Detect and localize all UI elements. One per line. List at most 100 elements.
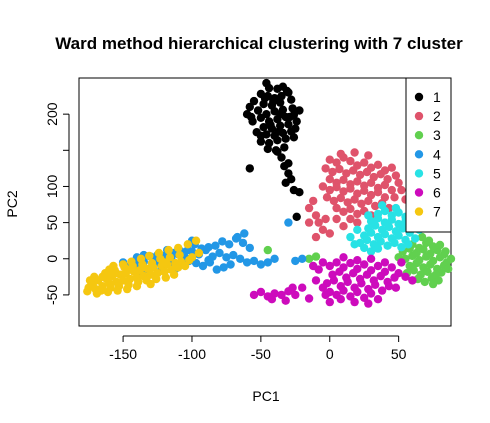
data-point-cluster-6 — [318, 258, 328, 267]
y-axis: -50 0 50 100 200 — [44, 102, 70, 305]
data-point-cluster-2 — [366, 178, 376, 187]
data-point-cluster-2 — [318, 225, 328, 234]
data-point-cluster-5 — [350, 240, 359, 249]
data-point-cluster-4 — [233, 232, 242, 242]
legend-label-5: 5 — [433, 165, 441, 181]
data-point-cluster-7 — [132, 282, 142, 291]
data-point-cluster-1 — [281, 134, 290, 143]
data-point-cluster-1 — [295, 188, 304, 197]
data-point-cluster-6 — [311, 276, 321, 285]
data-point-cluster-2 — [339, 222, 348, 231]
data-point-cluster-5 — [391, 203, 401, 213]
data-point-cluster-2 — [304, 203, 314, 213]
data-point-cluster-1 — [284, 120, 293, 129]
data-point-cluster-2 — [342, 169, 351, 178]
data-point-cluster-6 — [304, 294, 314, 303]
data-point-cluster-1 — [289, 133, 299, 142]
data-point-cluster-6 — [397, 258, 406, 267]
data-point-cluster-1 — [274, 127, 283, 136]
data-point-cluster-2 — [380, 180, 390, 190]
data-point-cluster-4 — [198, 261, 208, 271]
data-point-cluster-7 — [146, 279, 155, 289]
data-point-cluster-2 — [350, 148, 359, 157]
data-point-cluster-6 — [339, 253, 348, 262]
data-point-cluster-2 — [362, 167, 372, 177]
x-axis-label: PC1 — [252, 388, 279, 404]
data-point-cluster-6 — [371, 280, 380, 289]
data-point-cluster-3 — [311, 252, 321, 261]
data-point-cluster-6 — [281, 296, 290, 305]
data-point-cluster-6 — [298, 283, 307, 292]
data-point-cluster-2 — [394, 178, 403, 187]
data-point-cluster-7 — [98, 272, 107, 281]
data-point-cluster-5 — [387, 211, 396, 220]
data-point-cluster-4 — [291, 256, 300, 266]
data-point-cluster-7 — [194, 248, 204, 258]
data-point-cluster-6 — [256, 287, 266, 297]
data-point-cluster-5 — [362, 235, 372, 245]
legend-marker-1 — [414, 92, 424, 102]
data-point-cluster-5 — [376, 237, 385, 246]
data-point-cluster-6 — [366, 289, 376, 298]
data-point-cluster-7 — [123, 284, 132, 294]
data-point-cluster-7 — [145, 251, 154, 261]
data-point-cluster-6 — [332, 258, 341, 267]
data-point-cluster-6 — [353, 287, 362, 297]
data-point-cluster-2 — [355, 170, 365, 180]
legend-label-3: 3 — [433, 127, 441, 143]
data-point-cluster-7 — [169, 270, 179, 279]
data-point-cluster-2 — [357, 199, 366, 208]
data-point-cluster-2 — [387, 163, 396, 172]
legend-box — [405, 77, 452, 233]
x-tick-label: 50 — [391, 346, 407, 362]
data-point-cluster-5 — [377, 201, 387, 210]
data-point-cluster-4 — [236, 254, 245, 263]
y-tick-label: 100 — [44, 175, 60, 199]
data-point-cluster-6 — [380, 258, 390, 267]
data-point-cluster-3 — [426, 249, 435, 258]
data-point-cluster-7 — [105, 265, 114, 274]
data-point-cluster-1 — [282, 86, 292, 96]
data-point-cluster-1 — [277, 91, 286, 101]
data-point-cluster-7 — [103, 287, 113, 297]
legend-marker-4 — [414, 150, 424, 159]
data-point-cluster-1 — [262, 78, 271, 88]
data-point-cluster-2 — [349, 166, 358, 175]
data-point-cluster-4 — [211, 241, 220, 250]
data-point-cluster-2 — [325, 175, 334, 184]
data-point-cluster-1 — [247, 112, 256, 122]
data-point-cluster-1 — [269, 96, 278, 106]
data-point-cluster-1 — [287, 95, 296, 104]
data-point-cluster-3 — [423, 267, 432, 276]
data-point-cluster-7 — [187, 253, 197, 262]
data-point-cluster-1 — [245, 102, 254, 112]
data-point-cluster-2 — [311, 211, 321, 220]
data-points — [83, 78, 456, 308]
data-point-cluster-4 — [229, 250, 238, 260]
data-point-cluster-1 — [256, 131, 266, 140]
legend-marker-5 — [414, 169, 424, 178]
data-point-cluster-7 — [90, 272, 99, 281]
data-point-cluster-1 — [260, 94, 270, 103]
data-point-cluster-2 — [329, 196, 339, 206]
data-point-cluster-1 — [288, 104, 297, 113]
data-point-cluster-3 — [428, 279, 438, 289]
data-point-cluster-4 — [225, 240, 234, 249]
data-point-cluster-1 — [245, 164, 254, 173]
data-point-cluster-1 — [292, 117, 301, 126]
data-point-cluster-6 — [335, 267, 344, 276]
data-point-cluster-2 — [321, 164, 330, 173]
data-point-cluster-6 — [291, 290, 300, 300]
data-point-cluster-5 — [346, 232, 355, 242]
data-point-cluster-2 — [371, 201, 380, 211]
data-point-cluster-4 — [219, 263, 228, 272]
data-point-cluster-2 — [346, 214, 355, 224]
data-point-cluster-6 — [343, 277, 352, 287]
data-point-cluster-6 — [249, 290, 259, 300]
legend-label-4: 4 — [433, 146, 441, 162]
data-point-cluster-2 — [346, 204, 355, 214]
data-point-cluster-5 — [404, 240, 413, 249]
data-point-cluster-2 — [346, 156, 355, 166]
data-point-cluster-5 — [383, 241, 392, 250]
